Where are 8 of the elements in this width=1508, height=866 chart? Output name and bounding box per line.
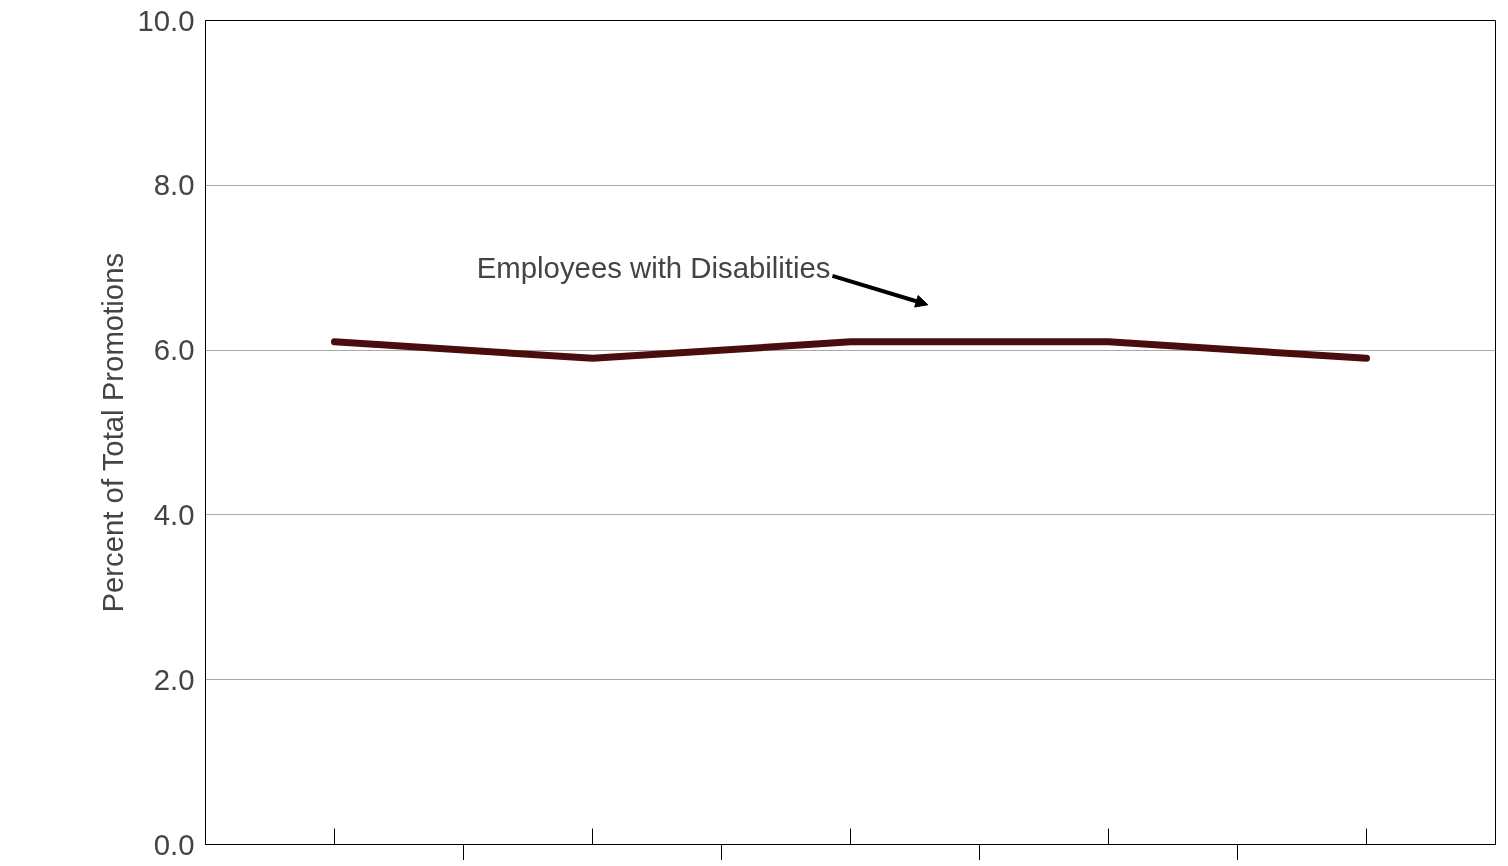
y-tick-label: 0.0	[153, 827, 195, 861]
y-axis-title: Percent of Total Promotions	[96, 252, 130, 613]
y-tick-label: 10.0	[137, 3, 195, 37]
y-tick-label: 6.0	[153, 333, 195, 367]
text: Employees with Disabilities	[476, 251, 831, 285]
y-tick-label: 4.0	[153, 497, 195, 531]
y-tick-label: 2.0	[153, 662, 195, 696]
y-tick-label: 8.0	[153, 168, 195, 202]
